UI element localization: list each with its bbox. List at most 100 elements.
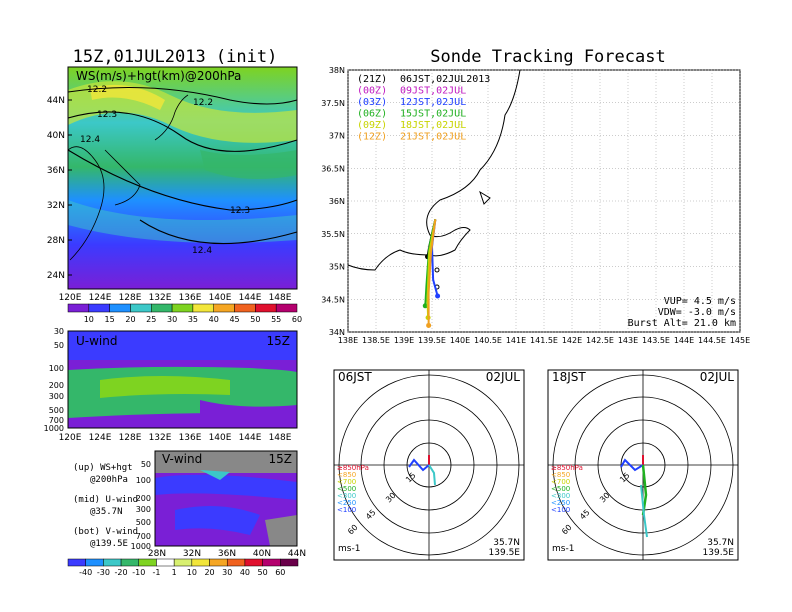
legend-code: (03Z) — [357, 97, 387, 108]
track-legend: (21Z) 06JST,02JUL2013 (00Z) 09JST,02JUL (03Z… — [357, 74, 490, 143]
x-tick-label: 144E — [239, 433, 262, 443]
legend-label: 15JST,02JUL — [400, 109, 466, 120]
legend-notes: (up) WS+hgt @200hPa (mid) U-wind @35.7N … — [73, 463, 138, 549]
x-tick-label: 144E — [239, 293, 262, 303]
colorbar-label: 30 — [222, 568, 232, 577]
legend-label: 06JST,02JUL2013 — [400, 74, 490, 85]
y-tick-label: 35.5N — [321, 230, 345, 239]
colorbar-swatch — [244, 558, 263, 567]
level-label: <250 — [551, 499, 570, 507]
legend-code: (00Z) — [357, 86, 387, 97]
y-tick-label: 35N — [329, 263, 345, 272]
legend-code: (12Z) — [357, 132, 387, 143]
param-vdw: VDW= -3.0 m/s — [658, 307, 736, 318]
colorbar-label: -10 — [132, 568, 145, 577]
colorbar-label: -40 — [79, 568, 92, 577]
colorbar-label: -1 — [152, 568, 160, 577]
track-endpoint — [422, 303, 428, 309]
right-title: Sonde Tracking Forecast — [430, 47, 665, 67]
colorbar-label: 45 — [229, 315, 239, 324]
level-label: <300 — [337, 492, 356, 500]
note-line: @139.5E — [90, 539, 128, 549]
y-tick-label: 28N — [47, 236, 65, 246]
x-tick-label: 124E — [89, 433, 112, 443]
hodo-time: 06JST — [338, 370, 372, 384]
colorbar-swatch — [280, 558, 299, 567]
colorbar-swatch — [173, 558, 193, 567]
legend-label: 12JST,02JUL — [400, 97, 466, 108]
y-tick-label: 1000 — [131, 542, 151, 551]
legend-label: 21JST,02JUL — [400, 132, 466, 143]
colorbar-swatch — [151, 303, 173, 313]
colorbar-swatch — [192, 303, 214, 313]
y-tick-label: 38N — [329, 66, 345, 75]
main-contour-labels: 12.2 12.2 12.3 12.4 12.3 12.4 — [80, 85, 250, 256]
x-tick-label: 148E — [269, 433, 292, 443]
colorbar-label: 1 — [172, 568, 177, 577]
hodograph-18jst: 18JST 02JUL35.7N139.5Ems-115304560≥850hPa… — [547, 369, 739, 561]
x-tick-label: 143.5E — [642, 336, 670, 345]
y-tick-label: 24N — [47, 271, 65, 281]
y-tick-label: 50 — [54, 341, 64, 350]
colorbar-label: 50 — [250, 315, 260, 324]
y-tick-label: 1000 — [44, 424, 64, 433]
colorbar-swatch — [262, 558, 281, 567]
x-tick-label: 128E — [119, 293, 142, 303]
level-label: ≥850hPa — [551, 464, 583, 472]
contour-label: 12.4 — [80, 135, 100, 145]
colorbar-label: 35 — [188, 315, 198, 324]
hodo-date: 02JUL — [486, 370, 521, 384]
y-tick-label: 700 — [49, 416, 64, 425]
level-label: <300 — [551, 492, 570, 500]
x-tick-label: 140E — [209, 433, 232, 443]
level-label: <500 — [551, 485, 570, 493]
colorbar-label: -20 — [115, 568, 128, 577]
left-title: 15Z,01JUL2013 (init) — [73, 47, 278, 67]
x-tick-label: 136E — [179, 293, 202, 303]
colorbar-swatch — [275, 303, 298, 313]
y-tick-label: 36N — [329, 197, 345, 206]
x-tick-label: 36N — [218, 549, 236, 559]
param-burst: Burst Alt= 21.0 km — [628, 318, 736, 329]
colorbar-label: 30 — [167, 315, 177, 324]
colorbar-label: 10 — [84, 315, 94, 324]
x-tick-label: 138E — [338, 336, 358, 345]
colorbar-swatch — [130, 303, 152, 313]
x-tick-label: 139.5E — [418, 336, 446, 345]
track-params: VUP= 4.5 m/s VDW= -3.0 m/s Burst Alt= 21… — [628, 296, 736, 329]
x-tick-label: 142.5E — [586, 336, 614, 345]
hodo-trace — [408, 458, 430, 472]
contour-label: 12.2 — [193, 98, 213, 108]
colorbar-label: 20 — [125, 315, 135, 324]
x-tick-label: 148E — [269, 293, 292, 303]
colorbar-swatch — [67, 558, 86, 567]
track-x-ticks: 138E 138.5E 139E 139.5E 140E 140.5E 141E 141.5E… — [338, 336, 750, 345]
colorbar-label: 60 — [275, 568, 285, 577]
note-line: (up) WS+hgt — [73, 463, 133, 473]
colorbar-swatch — [209, 558, 228, 567]
hodo-trace — [640, 484, 648, 538]
x-tick-label: 120E — [59, 433, 82, 443]
x-tick-label: 132E — [149, 293, 172, 303]
hodo-unit: ms-1 — [552, 544, 574, 554]
level-label: <250 — [337, 499, 356, 507]
u-wind-panel — [67, 330, 298, 429]
colorbar-swatch — [255, 303, 277, 313]
colorbar-swatch — [213, 303, 235, 313]
y-tick-label: 100 — [136, 476, 151, 485]
y-tick-label: 300 — [136, 505, 151, 514]
note-line: @200hPa — [90, 475, 128, 485]
track-endpoint — [426, 322, 432, 328]
y-tick-label: 200 — [136, 494, 151, 503]
y-tick-label: 300 — [49, 392, 64, 401]
y-tick-label: 34N — [329, 328, 345, 337]
y-tick-label: 36.5N — [321, 164, 345, 173]
track-panel — [347, 69, 741, 333]
note-line: (bot) V-wind — [73, 527, 138, 537]
x-tick-label: 141.5E — [530, 336, 558, 345]
x-tick-label: 28N — [148, 549, 166, 559]
v-wind-time: 15Z — [269, 452, 293, 466]
x-tick-label: 139E — [394, 336, 414, 345]
